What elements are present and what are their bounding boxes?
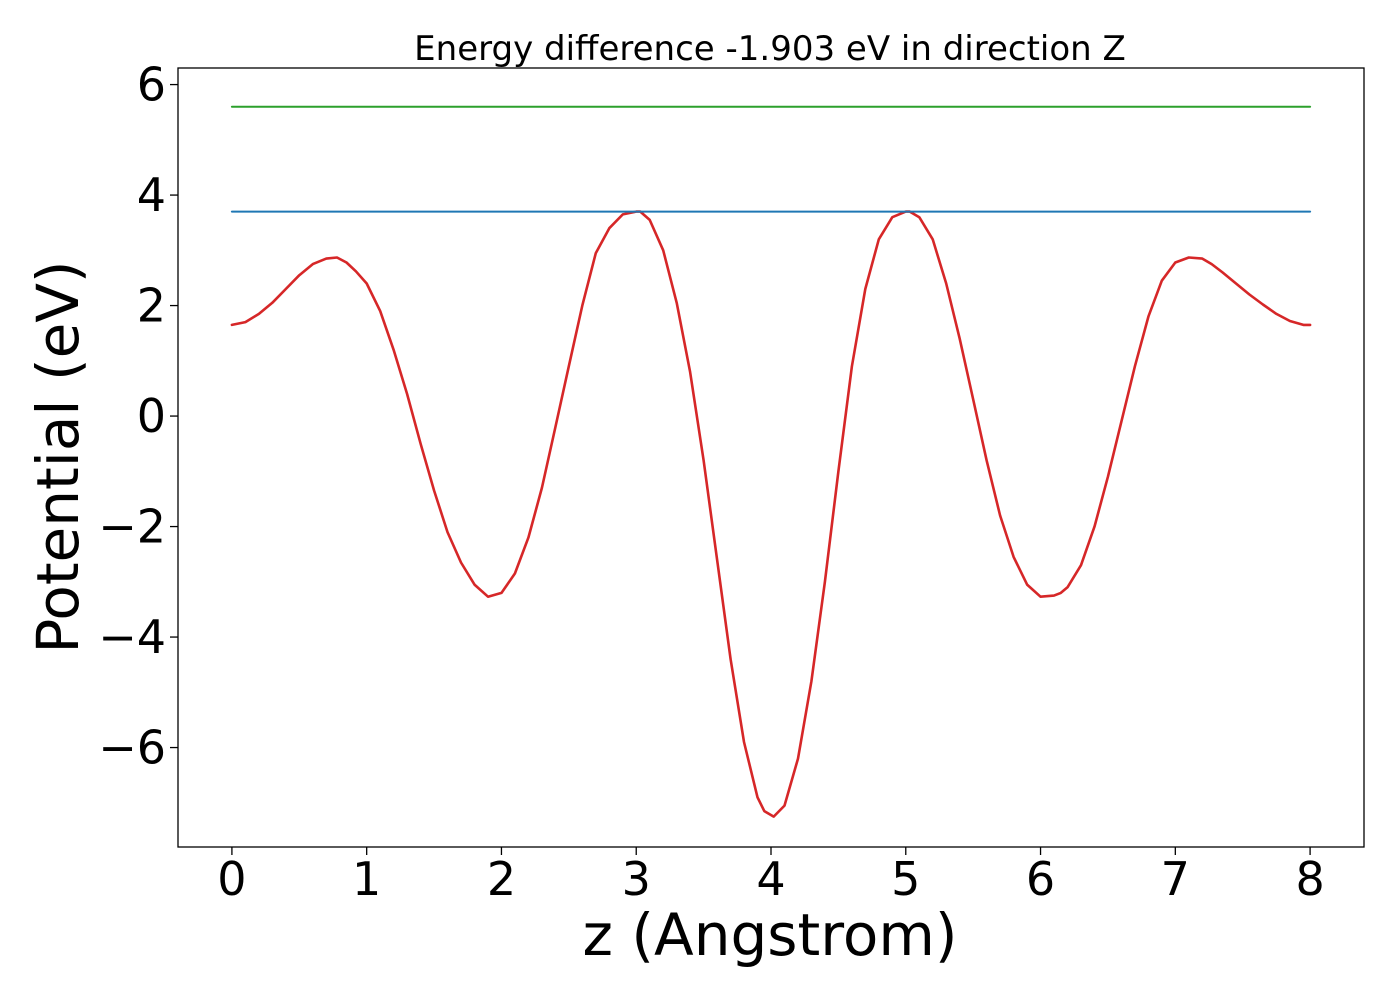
x-tick-label: 6: [1026, 852, 1055, 906]
y-tick-label: 4: [137, 168, 166, 222]
y-tick-label: 0: [137, 389, 166, 443]
x-tick-label: 3: [622, 852, 651, 906]
y-tick-label: 6: [137, 58, 166, 112]
x-tick-label: 7: [1161, 852, 1190, 906]
y-tick-label: −6: [98, 721, 166, 775]
x-tick-label: 4: [756, 852, 785, 906]
ticks-layer: 0 1 2 3 4 5 6 7 8 −6 −4 −2 0 2 4 6: [98, 58, 1325, 906]
y-axis-label: Potential (eV): [24, 260, 92, 653]
x-tick-label: 5: [891, 852, 920, 906]
x-tick-label: 2: [487, 852, 516, 906]
x-axis-label: z (Angstrom): [583, 901, 958, 969]
x-tick-label: 0: [217, 852, 246, 906]
chart-title: Energy difference -1.903 eV in direction…: [414, 29, 1126, 69]
y-tick-label: −4: [98, 610, 166, 664]
x-tick-label: 1: [352, 852, 381, 906]
series-line-1: [230, 210, 1312, 818]
x-tick-label: 8: [1295, 852, 1324, 906]
y-tick-label: −2: [98, 500, 166, 554]
plot-frame: [177, 67, 1365, 848]
series-layer: [230, 105, 1312, 818]
y-tick-label: 2: [137, 279, 166, 333]
